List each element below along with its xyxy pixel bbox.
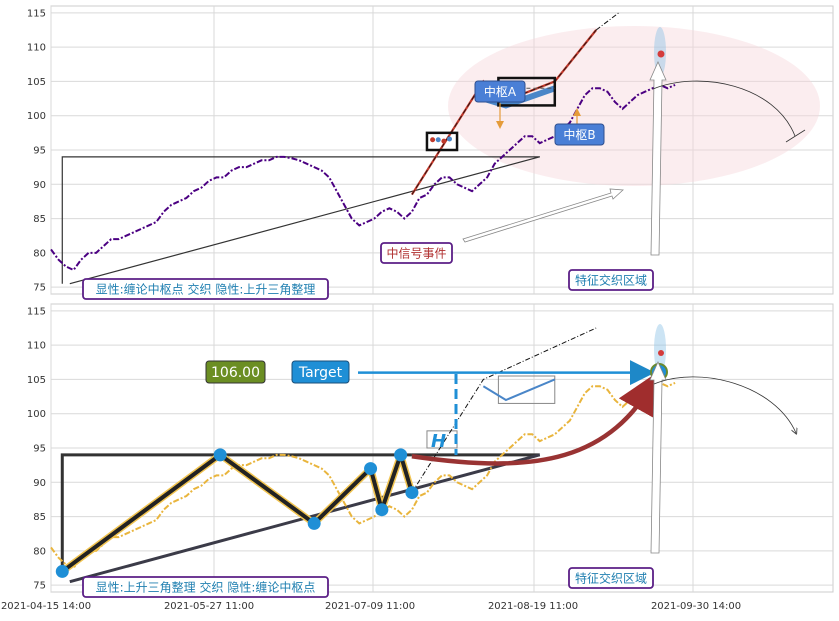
x-tick-label: 2021-08-19 11:00	[488, 601, 578, 612]
y-tick-label: 80	[33, 546, 46, 557]
highlight-region-ellipse	[448, 26, 820, 186]
y-tick-label: 85	[33, 214, 46, 225]
series-line-bottom	[50, 381, 676, 570]
lower-trendline	[69, 156, 540, 285]
label-zhongshu-b-box	[554, 123, 605, 146]
pattern-point	[394, 448, 408, 462]
arrowhead-b	[573, 108, 581, 116]
label-pattern-bottom: 显性:上升三角整理 交织 隐性:缠论中枢点	[96, 580, 316, 595]
pattern-point	[55, 564, 69, 578]
x-tick-label: 2021-09-30 14:00	[651, 601, 741, 612]
y-tick-label: 75	[33, 581, 46, 592]
zhongshu-a-point	[441, 138, 447, 144]
label-feature-region-top: 特征交织区域	[575, 273, 647, 288]
y-tick-label: 80	[33, 248, 46, 259]
zhongshu-a-point	[435, 137, 441, 143]
label-zhongshu-b: 中枢B	[563, 127, 595, 142]
label-zhongshu-a: 中枢A	[484, 84, 517, 99]
mini-box-b	[497, 375, 556, 404]
label-signal-event-box	[380, 242, 453, 264]
arc-curve-bottom	[653, 376, 796, 433]
zhongshu-a-point	[447, 136, 453, 142]
triangle-outline	[61, 156, 540, 284]
uptrend-thin-bottom	[411, 327, 597, 493]
y-tick-label: 100	[27, 409, 46, 420]
pattern-point	[364, 462, 378, 476]
y-tick-label: 105	[27, 375, 46, 386]
pattern-point	[375, 503, 389, 517]
x-tick-label: 2021-05-27 11:00	[164, 601, 254, 612]
label-pattern-bottom-box	[82, 576, 329, 598]
target-dot-bottom	[658, 350, 664, 356]
y-tick-label: 110	[27, 43, 46, 54]
y-tick-label: 75	[33, 283, 46, 294]
label-signal-event: 中信号事件	[386, 246, 446, 261]
y-tick-label: 110	[27, 341, 46, 352]
label-pattern-top-box	[82, 278, 329, 300]
triangle-outline-bottom	[60, 453, 412, 572]
label-feature-region-top-box	[568, 269, 654, 291]
breakout-curve	[411, 370, 661, 466]
zhongshu-a-box	[425, 131, 459, 152]
x-tick-label: 2021-07-09 11:00	[325, 601, 415, 612]
arc-curve-top	[652, 80, 796, 137]
signal-arrow	[462, 188, 624, 243]
label-zhongshu-a-box	[474, 80, 526, 103]
target-label: Target	[298, 365, 343, 381]
target-value-label: 106.00	[211, 365, 260, 381]
label-pattern-top: 显性:缠论中枢点 交织 隐性:上升三角整理	[96, 282, 316, 297]
y-tick-label: 90	[33, 180, 46, 191]
pattern-point	[213, 448, 227, 462]
vertical-arrow-top	[649, 61, 667, 256]
extension-line-top	[595, 12, 620, 31]
series-line-top	[50, 83, 676, 272]
y-tick-label: 105	[27, 77, 46, 88]
label-feature-region-bottom-box	[568, 567, 654, 589]
mini-zigzag-b	[482, 378, 556, 402]
label-feature-region-bottom: 特征交织区域	[575, 571, 647, 586]
y-tick-label: 95	[33, 146, 46, 157]
vertical-arrow-bottom	[649, 361, 667, 554]
h-label: H	[431, 431, 446, 452]
y-tick-label: 90	[33, 478, 46, 489]
x-tick-label: 2021-04-15 14:00	[1, 601, 91, 612]
target-label-box	[291, 360, 350, 384]
zhongshu-a-point	[430, 137, 436, 143]
arc-end-tick-top	[785, 129, 806, 143]
target-glow-bottom	[654, 324, 666, 374]
y-tick-label: 95	[33, 444, 46, 455]
arrowhead-a	[496, 121, 504, 129]
pattern-point	[307, 516, 321, 530]
y-tick-label: 115	[27, 8, 46, 19]
y-tick-label: 100	[27, 111, 46, 122]
target-value-box	[205, 360, 266, 384]
y-tick-label: 85	[33, 512, 46, 523]
y-tick-label: 115	[27, 306, 46, 317]
pattern-point	[405, 486, 419, 500]
target-point-top	[657, 50, 665, 58]
